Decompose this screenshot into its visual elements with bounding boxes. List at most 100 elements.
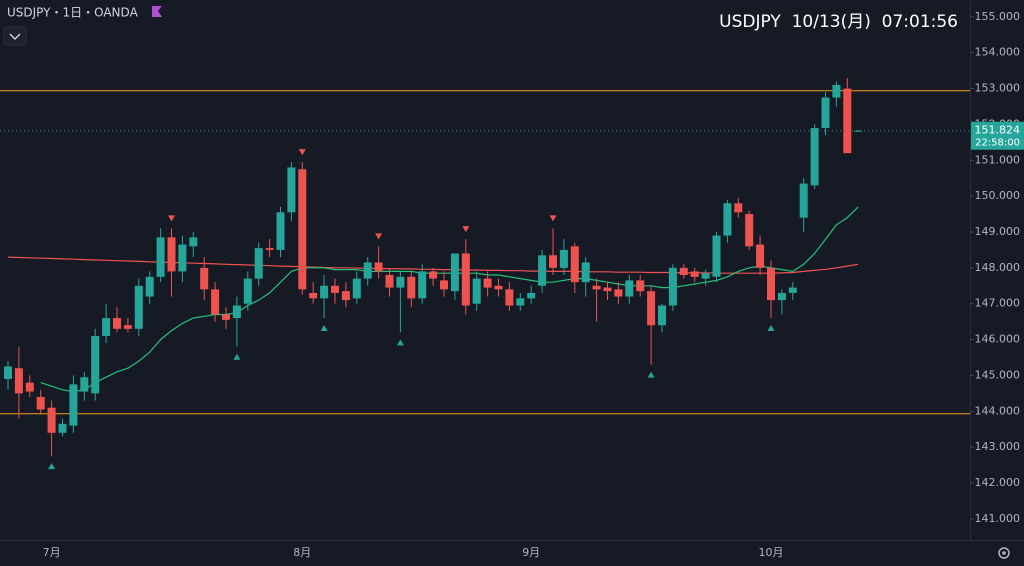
candle-body bbox=[167, 237, 176, 272]
candle-body bbox=[36, 396, 45, 410]
candle-body bbox=[341, 291, 350, 301]
fractal-down-marker bbox=[549, 215, 557, 222]
candle-body bbox=[636, 280, 645, 292]
candle-body bbox=[287, 167, 296, 213]
candle-body bbox=[189, 237, 198, 247]
candle-body bbox=[549, 255, 557, 268]
candle-body bbox=[559, 249, 568, 268]
candle-body bbox=[854, 130, 863, 132]
fractal-down-marker bbox=[375, 233, 383, 240]
y-tick-label: 147.000 bbox=[975, 297, 1021, 310]
y-tick-label: 145.000 bbox=[975, 368, 1021, 381]
candle-body bbox=[461, 253, 470, 306]
y-tick-label: 150.000 bbox=[975, 189, 1021, 202]
candle-body bbox=[363, 262, 372, 279]
fractal-up-marker bbox=[396, 339, 404, 346]
candle-body bbox=[581, 262, 590, 283]
gear-center bbox=[1002, 551, 1006, 555]
y-tick-label: 144.000 bbox=[975, 404, 1021, 417]
plot-area bbox=[0, 77, 970, 470]
candle-body bbox=[276, 212, 285, 250]
candle-body bbox=[156, 237, 165, 277]
candle-body bbox=[647, 291, 656, 326]
candle-body bbox=[538, 255, 547, 286]
status-text: USDJPY 10/13(月) 07:01:56 bbox=[719, 12, 958, 32]
price-label: 151.824 bbox=[975, 124, 1021, 137]
flag-icon[interactable] bbox=[152, 6, 162, 17]
candle-body bbox=[178, 244, 187, 272]
candle-body bbox=[756, 244, 765, 268]
x-tick-label: 8月 bbox=[293, 546, 311, 559]
candle-body bbox=[331, 285, 339, 293]
chart-title: USDJPY・1日・OANDA bbox=[7, 6, 139, 20]
candle-body bbox=[407, 276, 416, 299]
y-tick-label: 153.000 bbox=[975, 82, 1021, 95]
moving-average bbox=[40, 206, 859, 393]
y-tick-label: 142.000 bbox=[975, 476, 1021, 489]
candle-body bbox=[821, 97, 830, 129]
candle-body bbox=[123, 325, 132, 329]
candle-body bbox=[799, 183, 808, 218]
candle-body bbox=[527, 292, 536, 299]
candle-body bbox=[58, 423, 67, 433]
candle-body bbox=[47, 407, 56, 433]
settings-button[interactable] bbox=[998, 547, 1010, 559]
candle-body bbox=[712, 235, 721, 277]
candle-body bbox=[450, 253, 459, 292]
gear-icon bbox=[998, 547, 1010, 559]
candle-body bbox=[843, 88, 852, 154]
candle-body bbox=[418, 271, 427, 299]
candle-body bbox=[352, 278, 361, 299]
candle-body bbox=[429, 271, 438, 279]
candle-body bbox=[570, 246, 579, 283]
candle-body bbox=[777, 292, 786, 301]
y-tick-label: 146.000 bbox=[975, 333, 1021, 346]
candle-body bbox=[396, 276, 405, 288]
candle-body bbox=[767, 267, 775, 301]
candle-body bbox=[668, 267, 677, 306]
candle-body bbox=[222, 314, 230, 320]
candle-body bbox=[810, 128, 819, 186]
y-tick-label: 149.000 bbox=[975, 225, 1021, 238]
y-tick-label: 154.000 bbox=[975, 46, 1021, 59]
candle-body bbox=[14, 368, 23, 394]
candle-body bbox=[505, 289, 514, 306]
candle-body bbox=[134, 285, 143, 329]
candle-body bbox=[145, 276, 154, 297]
candle-body bbox=[625, 280, 634, 297]
fractal-down-marker bbox=[462, 226, 470, 233]
candle-body bbox=[592, 285, 601, 290]
candle-body bbox=[265, 248, 274, 250]
candle-body bbox=[734, 203, 743, 213]
countdown-label: 22:58:00 bbox=[975, 138, 1020, 149]
y-tick-label: 151.000 bbox=[975, 153, 1021, 166]
fractal-down-marker bbox=[168, 215, 175, 222]
candle-body bbox=[320, 285, 329, 299]
candle-body bbox=[80, 377, 89, 392]
chevron-icon bbox=[9, 33, 21, 40]
candle-body bbox=[69, 384, 78, 426]
candle-body bbox=[832, 84, 841, 98]
price-label-box bbox=[971, 121, 1024, 150]
candle-body bbox=[603, 287, 612, 292]
candle-body bbox=[494, 285, 503, 290]
candle-body bbox=[483, 278, 492, 288]
candle-body bbox=[614, 289, 623, 297]
candle-body bbox=[745, 214, 754, 247]
fractal-up-marker bbox=[233, 353, 241, 360]
candle-body bbox=[243, 278, 252, 304]
candle-body bbox=[440, 280, 448, 290]
candle-body bbox=[4, 366, 12, 380]
candle-body bbox=[102, 318, 111, 336]
candle-body bbox=[385, 275, 394, 288]
fractal-down-marker bbox=[298, 149, 306, 156]
fractal-up-marker bbox=[767, 325, 775, 332]
fractal-up-marker bbox=[320, 325, 328, 332]
candle-body bbox=[113, 318, 121, 329]
candle-body bbox=[472, 278, 481, 304]
y-tick-label: 143.000 bbox=[975, 440, 1021, 453]
x-tick-label: 10月 bbox=[759, 546, 784, 559]
candle-body bbox=[701, 273, 710, 279]
collapse-button[interactable] bbox=[3, 26, 27, 46]
candle-body bbox=[516, 298, 525, 306]
